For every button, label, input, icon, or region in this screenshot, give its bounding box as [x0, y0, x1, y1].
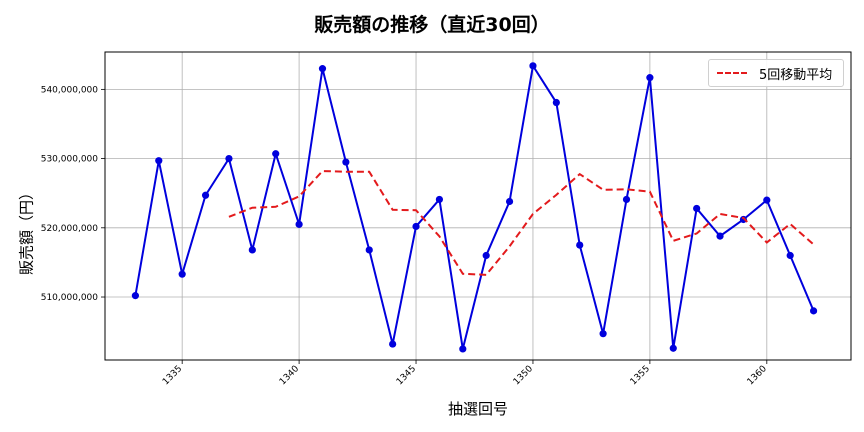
data-point-marker — [599, 330, 607, 338]
data-point-marker — [809, 307, 818, 315]
data-point-marker — [716, 232, 724, 240]
chart-title: 販売額の推移（直近30回） — [314, 14, 550, 36]
x-tick-label: 1345 — [395, 364, 418, 387]
y-tick-label: 540,000,000 — [41, 85, 99, 95]
data-point-marker — [622, 195, 631, 204]
y-tick-label: 530,000,000 — [41, 155, 99, 165]
data-point-marker — [435, 195, 444, 204]
data-point-marker — [389, 340, 397, 348]
data-point-marker — [318, 65, 327, 73]
data-point-marker — [412, 222, 420, 231]
data-point-marker — [763, 196, 771, 204]
data-point-marker — [786, 251, 794, 260]
x-tick-label: 1360 — [746, 364, 769, 387]
data-point-marker — [225, 154, 233, 163]
x-tick-label: 1355 — [629, 364, 652, 387]
sales-line — [134, 63, 815, 350]
data-point-marker — [342, 158, 350, 166]
data-point-marker — [482, 251, 490, 260]
data-point-marker — [552, 98, 560, 107]
x-tick-label: 1350 — [512, 364, 535, 387]
x-axis-label: 抽選回号 — [447, 400, 508, 418]
y-tick-label: 520,000,000 — [41, 224, 99, 234]
data-point-marker — [131, 292, 140, 300]
data-point-marker — [201, 191, 210, 199]
data-point-marker — [576, 241, 584, 249]
data-point-marker — [529, 62, 537, 70]
data-point-marker — [505, 197, 514, 206]
x-tick-label: 1335 — [161, 364, 184, 387]
y-tick-label: 510,000,000 — [41, 293, 99, 303]
data-point-marker — [669, 344, 677, 352]
legend-label-moving-average: 5回移動平均 — [759, 68, 833, 83]
data-point-marker — [248, 246, 256, 254]
data-point-marker — [295, 220, 303, 228]
data-point-marker — [272, 150, 280, 158]
data-point-marker — [459, 345, 467, 353]
axes-frame — [104, 51, 852, 361]
data-point-marker — [646, 74, 654, 82]
x-tick-label: 1340 — [278, 364, 301, 387]
data-point-marker — [178, 270, 186, 278]
legend: 5回移動平均 — [708, 59, 844, 87]
moving-average-line — [228, 170, 815, 276]
data-point-marker — [365, 246, 373, 254]
data-point-marker — [155, 157, 163, 165]
legend-dashed-line-icon — [717, 72, 747, 74]
data-point-marker — [693, 204, 701, 213]
